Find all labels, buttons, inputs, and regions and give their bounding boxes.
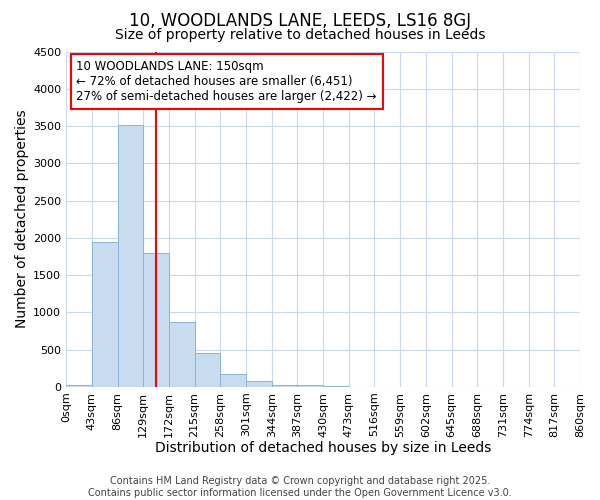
Bar: [143, 252, 169, 387]
Bar: [194, 354, 220, 387]
Text: 10, WOODLANDS LANE, LEEDS, LS16 8GJ: 10, WOODLANDS LANE, LEEDS, LS16 8GJ: [129, 12, 471, 30]
Text: 10 WOODLANDS LANE: 150sqm
← 72% of detached houses are smaller (6,451)
27% of se: 10 WOODLANDS LANE: 150sqm ← 72% of detac…: [76, 60, 377, 103]
Text: Contains HM Land Registry data © Crown copyright and database right 2025.
Contai: Contains HM Land Registry data © Crown c…: [88, 476, 512, 498]
Bar: [272, 384, 298, 387]
Text: Size of property relative to detached houses in Leeds: Size of property relative to detached ho…: [115, 28, 485, 42]
X-axis label: Distribution of detached houses by size in Leeds: Distribution of detached houses by size …: [155, 441, 491, 455]
Bar: [66, 384, 92, 387]
Bar: [220, 374, 246, 387]
Y-axis label: Number of detached properties: Number of detached properties: [15, 110, 29, 328]
Bar: [169, 322, 194, 387]
Bar: [118, 124, 143, 387]
Bar: [92, 242, 118, 387]
Bar: [246, 381, 272, 387]
Bar: [298, 386, 323, 387]
